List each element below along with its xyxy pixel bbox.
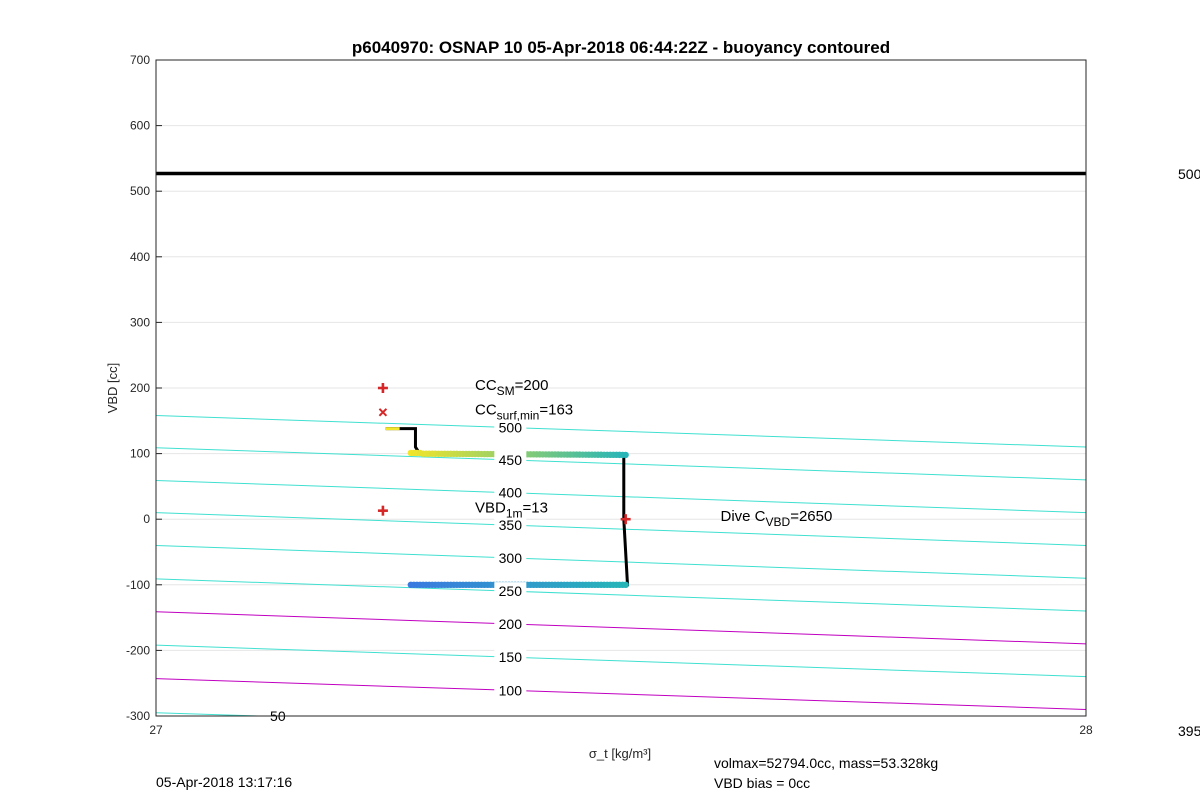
footer-vbd-bias: VBD bias = 0cc [714, 775, 810, 791]
markers [377, 383, 631, 525]
right-label-top: 500 [1178, 166, 1200, 182]
annotation-cc_surf: CCsurf,min=163 [475, 401, 573, 422]
annotation-subscript: 1m [506, 507, 523, 521]
contour-label-mid-250: 250 [499, 583, 523, 599]
x-tick-label: 28 [1079, 723, 1093, 737]
x-axis-label: σ_t [kg/m³] [589, 746, 651, 761]
y-tick-label: 0 [143, 512, 150, 526]
contour-line-150 [156, 644, 1086, 678]
contour-label-mid-450: 450 [499, 452, 523, 468]
y-tick-label: 500 [130, 184, 150, 198]
annotation-subscript: VBD [766, 515, 791, 529]
contour-line-200 [156, 611, 1086, 645]
contour-label-bg [494, 418, 527, 436]
contour-line-50 [156, 712, 276, 716]
axis-ticks: -300 -200 -100 0 100 200 300 400 500 600 700 27 28 [126, 53, 1093, 737]
y-tick-label: -300 [126, 709, 150, 723]
contour-line-400 [156, 479, 1086, 514]
annotation-subscript: surf,min [497, 408, 540, 422]
contour-labels: 5010010015015020020025025030030035035040… [261, 418, 527, 724]
right-label-bottom: 395 [1178, 723, 1200, 739]
contour-label-mid-500: 500 [499, 420, 523, 436]
contour-label-bg [494, 450, 527, 468]
y-tick-label: 700 [130, 53, 150, 67]
contour-label-mid-200: 200 [499, 616, 523, 632]
y-tick-label: 100 [130, 447, 150, 461]
contour-line-500 [156, 415, 1086, 448]
y-tick-label: 400 [130, 250, 150, 264]
contour-line-300 [156, 544, 1086, 579]
contour-label-bg [494, 614, 527, 632]
annotation-value: =200 [515, 377, 549, 394]
y-tick-label: 600 [130, 119, 150, 133]
annotation-dive_c: Dive CVBD=2650 [721, 508, 833, 529]
contour-label-mid-400: 400 [499, 485, 523, 501]
annotation-main: Dive C [721, 508, 766, 525]
ascent-sample-point [622, 581, 629, 588]
y-tick-label: 300 [130, 315, 150, 329]
contour-label-mid-300: 300 [499, 550, 523, 566]
annotation-cc_sm: CCSM=200 [475, 377, 548, 398]
annotation-value: =163 [539, 401, 573, 418]
annotation-main: CC [475, 377, 497, 394]
y-tick-label: -200 [126, 643, 150, 657]
contour-line-450 [156, 447, 1086, 481]
y-axis-label: VBD [cc] [105, 363, 120, 414]
footer-timestamp: 05-Apr-2018 13:17:16 [156, 774, 292, 790]
contour-lines [156, 415, 1086, 716]
y-tick-label: 200 [130, 381, 150, 395]
annotation-main: VBD [475, 500, 506, 517]
annotation-main: CC [475, 401, 497, 418]
x-tick-label: 27 [149, 723, 163, 737]
contour-label-bg [494, 681, 527, 699]
contour-label-bg [494, 648, 527, 666]
marker-x [378, 408, 388, 417]
chart-title: p6040970: OSNAP 10 05-Apr-2018 06:44:22Z… [352, 38, 890, 57]
contour-label-mid-150: 150 [499, 649, 523, 665]
contour-line-100 [156, 678, 1086, 710]
descent-sample-point [622, 451, 629, 459]
contour-label-mid-350: 350 [499, 517, 523, 533]
y-tick-label: -100 [126, 578, 150, 592]
contour-line-350 [156, 512, 1086, 546]
contour-label-bg [494, 483, 527, 501]
annotation-value: =2650 [790, 508, 832, 525]
annotation-value: =13 [523, 500, 548, 517]
annotation-vbd_1m: VBD1m=13 [475, 500, 548, 521]
footer-volmax: volmax=52794.0cc, mass=53.328kg [714, 755, 938, 771]
contour-label-bg [494, 582, 527, 600]
contour-label-bg [494, 516, 527, 534]
contour-line-250 [156, 578, 1086, 612]
contour-label-bg [494, 548, 527, 566]
contour-label-mid-100: 100 [499, 682, 523, 698]
annotation-subscript: SM [497, 384, 515, 398]
